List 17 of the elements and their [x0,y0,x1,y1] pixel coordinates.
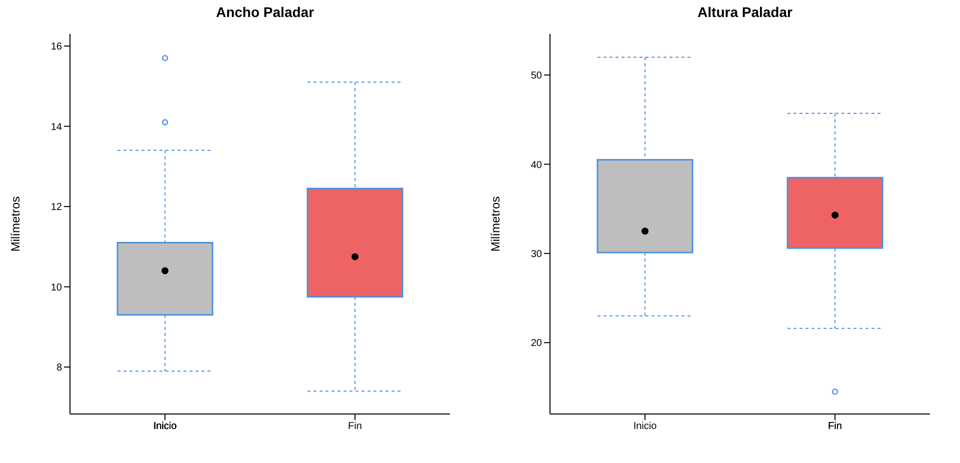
y-tick-label: 12 [50,202,62,214]
x-tick-label: Inicio [153,421,178,432]
y-axis-title: Milímetros [488,196,502,252]
y-tick-label: 20 [530,338,542,350]
y-tick-label: 8 [56,362,62,374]
y-axis-title: Milímetros [8,196,22,252]
y-tick-label: 30 [530,248,542,260]
x-tick-label: Fin [828,421,842,432]
chart-title: Altura Paladar [696,3,794,22]
y-tick-label: 40 [530,160,542,171]
x-tick-label: Fin [348,421,362,432]
chart-title: Ancho Paladar [214,3,316,22]
y-tick-label: 50 [530,70,542,82]
y-tick-label: 16 [50,42,62,53]
x-tick-label: Inicio [633,421,658,432]
y-tick-label: 10 [50,282,62,294]
y-tick-label: 14 [50,122,62,133]
